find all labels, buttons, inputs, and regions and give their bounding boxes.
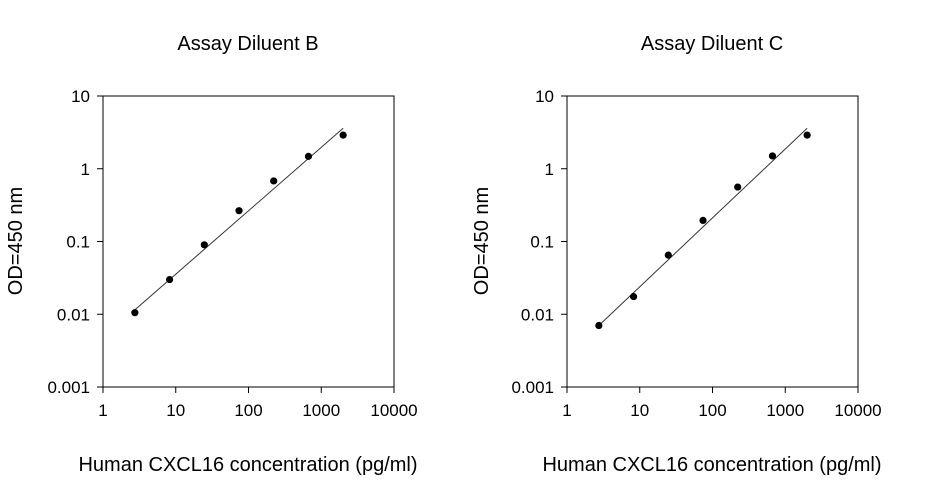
chart-panel-c: Assay Diluent C OD=450 nm Human CXCL16 c… — [471, 33, 882, 476]
data-point — [270, 177, 278, 185]
fit-line-group — [598, 127, 808, 326]
plot-frame — [566, 95, 859, 388]
x-tick-label: 100 — [698, 401, 726, 420]
data-point — [803, 131, 811, 139]
y-tick-label: 10 — [535, 87, 554, 106]
y-axis-label: OD=450 nm — [471, 187, 493, 295]
y-tick-label: 0.1 — [66, 233, 90, 252]
x-tick-label: 10000 — [834, 401, 881, 420]
y-tick-label: 1 — [545, 160, 554, 179]
y-tick-label: 0.001 — [511, 378, 554, 397]
x-tick-label: 1 — [98, 401, 107, 420]
y-tick-label: 0.1 — [530, 233, 554, 252]
y-axis-label: OD=450 nm — [5, 187, 27, 295]
data-point — [734, 183, 742, 191]
data-points — [131, 131, 347, 317]
x-tick-label: 10 — [630, 401, 649, 420]
x-axis-label: Human CXCL16 concentration (pg/ml) — [78, 454, 417, 476]
chart-panel-b: Assay Diluent B OD=450 nm Human CXCL16 c… — [5, 33, 418, 476]
data-point — [339, 131, 347, 139]
data-points — [595, 131, 811, 330]
x-axis-label: Human CXCL16 concentration (pg/ml) — [542, 454, 881, 476]
data-point — [165, 275, 174, 284]
data-point — [768, 152, 777, 160]
x-tick-label: 1000 — [766, 401, 804, 420]
data-point — [629, 292, 638, 301]
x-tick-label: 1 — [562, 401, 571, 420]
data-point — [699, 216, 707, 224]
data-point — [304, 152, 313, 160]
data-point — [200, 241, 208, 249]
data-point — [595, 321, 603, 330]
data-point — [131, 309, 139, 317]
x-tick-label: 100 — [234, 401, 262, 420]
y-tick-label: 10 — [71, 87, 90, 106]
y-tick-label: 0.01 — [57, 305, 90, 324]
y-tick-label: 1 — [81, 160, 90, 179]
chart-title: Assay Diluent B — [177, 33, 318, 55]
data-point — [235, 207, 243, 215]
x-tick-label: 10000 — [370, 401, 417, 420]
plot-frame — [102, 95, 395, 388]
x-tick-label: 10 — [166, 401, 185, 420]
chart-title: Assay Diluent C — [641, 33, 783, 55]
fit-line — [598, 127, 808, 326]
axis-ticks: 1 10 100 1000 10000 0.001 0.01 0.1 1 10 — [511, 87, 881, 420]
y-tick-label: 0.001 — [47, 378, 90, 397]
axis-ticks: 1 10 100 1000 10000 0.001 0.01 0.1 1 10 — [47, 87, 417, 420]
data-point — [664, 251, 672, 259]
x-tick-label: 1000 — [302, 401, 340, 420]
y-tick-label: 0.01 — [521, 305, 554, 324]
